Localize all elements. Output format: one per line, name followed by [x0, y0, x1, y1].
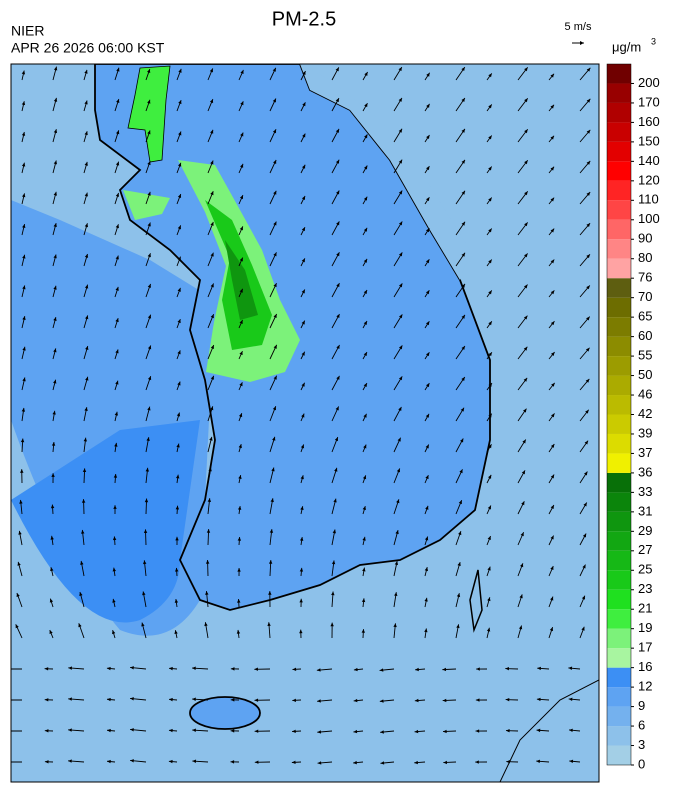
colorbar-label: 50: [638, 367, 652, 382]
colorbar-block: [607, 648, 631, 667]
colorbar-block: [607, 668, 631, 687]
colorbar-label: 25: [638, 562, 652, 577]
colorbar-label: 200: [638, 75, 660, 90]
colorbar-label: 12: [638, 679, 652, 694]
colorbar-block: [607, 181, 631, 200]
unit: μg/m: [612, 39, 641, 54]
colorbar-label: 100: [638, 211, 660, 226]
colorbar-label: 39: [638, 425, 652, 440]
colorbar-label: 170: [638, 94, 660, 109]
wind-scale-head: [580, 41, 584, 45]
colorbar-block: [607, 551, 631, 570]
colorbar-block: [607, 590, 631, 609]
colorbar-block: [607, 142, 631, 161]
colorbar-block: [607, 83, 631, 102]
colorbar-label: 60: [638, 328, 652, 343]
jeju: [190, 697, 260, 729]
colorbar-label: 27: [638, 542, 652, 557]
colorbar-label: 17: [638, 640, 652, 655]
colorbar-block: [607, 239, 631, 258]
wind-arrow-head: [7, 667, 11, 670]
colorbar-label: 36: [638, 464, 652, 479]
colorbar-label: 0: [638, 756, 645, 771]
colorbar-label: 160: [638, 114, 660, 129]
wind-arrow-head: [7, 698, 11, 701]
colorbar-label: 90: [638, 231, 652, 246]
colorbar-label: 19: [638, 620, 652, 635]
colorbar-label: 6: [638, 717, 645, 732]
colorbar-block: [607, 161, 631, 180]
wind-arrow-head: [6, 760, 10, 763]
colorbar-block: [607, 415, 631, 434]
colorbar-label: 55: [638, 348, 652, 363]
colorbar-block: [607, 512, 631, 531]
colorbar-label: 23: [638, 581, 652, 596]
colorbar-label: 150: [638, 133, 660, 148]
colorbar-block: [607, 64, 631, 83]
colorbar-label: 16: [638, 659, 652, 674]
colorbar-label: 9: [638, 698, 645, 713]
colorbar-block: [607, 492, 631, 511]
colorbar-block: [607, 434, 631, 453]
colorbar-label: 80: [638, 250, 652, 265]
colorbar-label: 3: [638, 737, 645, 752]
title: PM-2.5: [272, 8, 336, 30]
wind-scale: 5 m/s: [565, 21, 592, 33]
colorbar-block: [607, 609, 631, 628]
colorbar-block: [607, 473, 631, 492]
colorbar-block: [607, 376, 631, 395]
wind-arrow-head: [6, 729, 10, 732]
colorbar: 0369121617192123252729313336373942465055…: [607, 64, 660, 771]
colorbar-block: [607, 570, 631, 589]
map: [6, 64, 599, 782]
colorbar-block: [607, 453, 631, 472]
colorbar-block: [607, 746, 631, 765]
colorbar-block: [607, 200, 631, 219]
colorbar-block: [607, 395, 631, 414]
colorbar-label: 120: [638, 172, 660, 187]
colorbar-block: [607, 122, 631, 141]
colorbar-label: 76: [638, 270, 652, 285]
colorbar-label: 140: [638, 153, 660, 168]
colorbar-block: [607, 337, 631, 356]
colorbar-label: 46: [638, 386, 652, 401]
colorbar-block: [607, 317, 631, 336]
colorbar-block: [607, 531, 631, 550]
colorbar-block: [607, 707, 631, 726]
agency: NIER: [11, 23, 44, 39]
colorbar-label: 31: [638, 503, 652, 518]
colorbar-block: [607, 259, 631, 278]
colorbar-block: [607, 687, 631, 706]
colorbar-block: [607, 278, 631, 297]
colorbar-block: [607, 220, 631, 239]
timestamp: APR 26 2026 06:00 KST: [11, 40, 165, 56]
colorbar-block: [607, 356, 631, 375]
colorbar-block: [607, 103, 631, 122]
colorbar-label: 65: [638, 309, 652, 324]
colorbar-label: 29: [638, 523, 652, 538]
unit-superscript: 3: [651, 36, 656, 46]
colorbar-block: [607, 298, 631, 317]
colorbar-label: 21: [638, 601, 652, 616]
colorbar-label: 33: [638, 484, 652, 499]
colorbar-label: 37: [638, 445, 652, 460]
colorbar-label: 70: [638, 289, 652, 304]
colorbar-block: [607, 629, 631, 648]
colorbar-label: 110: [638, 192, 659, 207]
colorbar-block: [607, 726, 631, 745]
colorbar-label: 42: [638, 406, 652, 421]
